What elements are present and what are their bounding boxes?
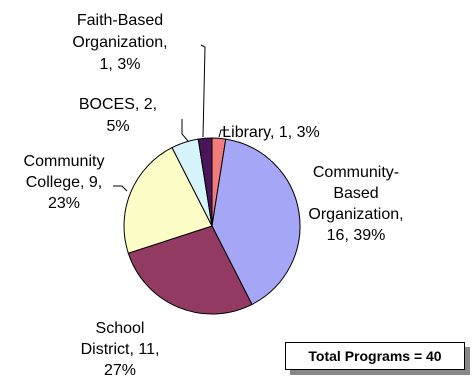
slice-label-community-college: Community College, 9, 23% — [24, 153, 105, 212]
slice-label-line: Based — [333, 185, 378, 202]
leader-faith-based — [200, 44, 206, 138]
leader-boces — [181, 119, 189, 142]
slice-label-line: Organization, — [72, 34, 167, 51]
pie-slice-community-based-organization — [211, 138, 301, 306]
slice-label-line: BOCES, 2, — [79, 96, 157, 113]
slice-label-line: Faith-Based — [77, 12, 163, 29]
slice-label-line: Community- — [313, 164, 399, 181]
pie-slice-school-district — [127, 225, 253, 315]
slice-label-line: 27% — [104, 362, 136, 379]
slice-label-line: Organization, — [308, 206, 403, 223]
slice-label-line: Community — [24, 153, 105, 170]
slice-label-line: School — [96, 320, 145, 337]
slice-label-line: 5% — [106, 118, 129, 135]
pie-slice-faith-based-organization — [197, 137, 213, 227]
slice-label-line: Library, 1, 3% — [222, 124, 320, 141]
slice-label-boces: BOCES, 2, 5% — [79, 96, 157, 135]
total-programs-box: Total Programs = 40 — [285, 342, 465, 370]
slice-label-line: 16, 39% — [327, 227, 386, 244]
slice-label-line: District, 11, — [81, 341, 160, 358]
slice-label-line: College, 9, — [26, 174, 103, 191]
leader-community-college — [113, 185, 128, 192]
slice-label-line: 1, 3% — [100, 56, 141, 73]
pie-slice-community-college — [123, 146, 213, 254]
slice-label-community-based-organization: Community- Based Organization, 16, 39% — [308, 164, 403, 244]
slice-label-school-district: School District, 11, 27% — [81, 320, 160, 379]
slice-label-library: Library, 1, 3% — [222, 124, 320, 141]
slice-label-line: 23% — [48, 195, 80, 212]
slice-label-faith-based-organization: Faith-Based Organization, 1, 3% — [72, 12, 167, 73]
leader-library — [218, 129, 229, 138]
